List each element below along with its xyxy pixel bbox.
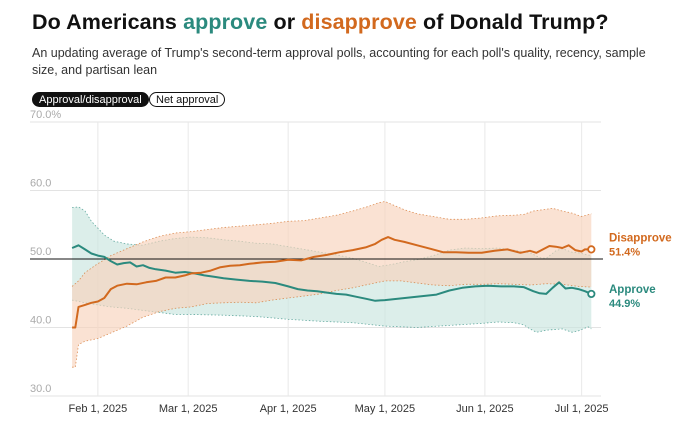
approval-disapproval-toggle[interactable]: Approval/disapproval — [32, 92, 149, 107]
approve-band-lower — [72, 299, 592, 333]
disapprove-line — [72, 236, 592, 329]
chart-subtitle: An updating average of Trump's second-te… — [32, 46, 646, 77]
y-tick-label: 50.0 — [30, 246, 51, 258]
disapprove-end-value: 51.4% — [609, 246, 640, 258]
disapprove-band — [72, 201, 592, 368]
approve-line — [71, 244, 592, 302]
approve-end-name: Approve — [609, 284, 656, 296]
disapprove-end-marker — [587, 245, 596, 254]
chart-title: Do Americans approve or disapprove of Do… — [32, 10, 609, 35]
disapprove-end-name: Disapprove — [609, 232, 672, 244]
y-tick-label: 60.0 — [30, 178, 51, 190]
y-tick-label: 70.0% — [30, 110, 61, 121]
title-disapprove-word: disapprove — [301, 10, 417, 34]
approve-end-value: 44.9% — [609, 298, 640, 310]
x-tick-label: Jun 1, 2025 — [456, 403, 514, 415]
approval-chart: 30.0 40.0 50.0 60.0 70.0% Approve 44.9% Disappr… — [30, 110, 672, 415]
net-approval-toggle[interactable]: Net approval — [149, 92, 226, 107]
title-middle: or — [267, 10, 302, 34]
approve-end-marker — [587, 289, 596, 299]
y-tick-label: 30.0 — [30, 383, 51, 395]
x-tick-label: Jul 1, 2025 — [555, 403, 609, 415]
x-tick-label: Feb 1, 2025 — [69, 403, 128, 415]
x-tick-label: Apr 1, 2025 — [260, 403, 317, 415]
disapprove-band-upper — [71, 201, 592, 287]
title-approve-word: approve — [183, 10, 268, 34]
title-prefix: Do Americans — [32, 10, 184, 34]
title-suffix: of Donald Trump? — [416, 10, 609, 34]
y-tick-label: 40.0 — [30, 315, 51, 327]
x-tick-label: May 1, 2025 — [355, 403, 416, 415]
x-tick-label: Mar 1, 2025 — [159, 403, 218, 415]
